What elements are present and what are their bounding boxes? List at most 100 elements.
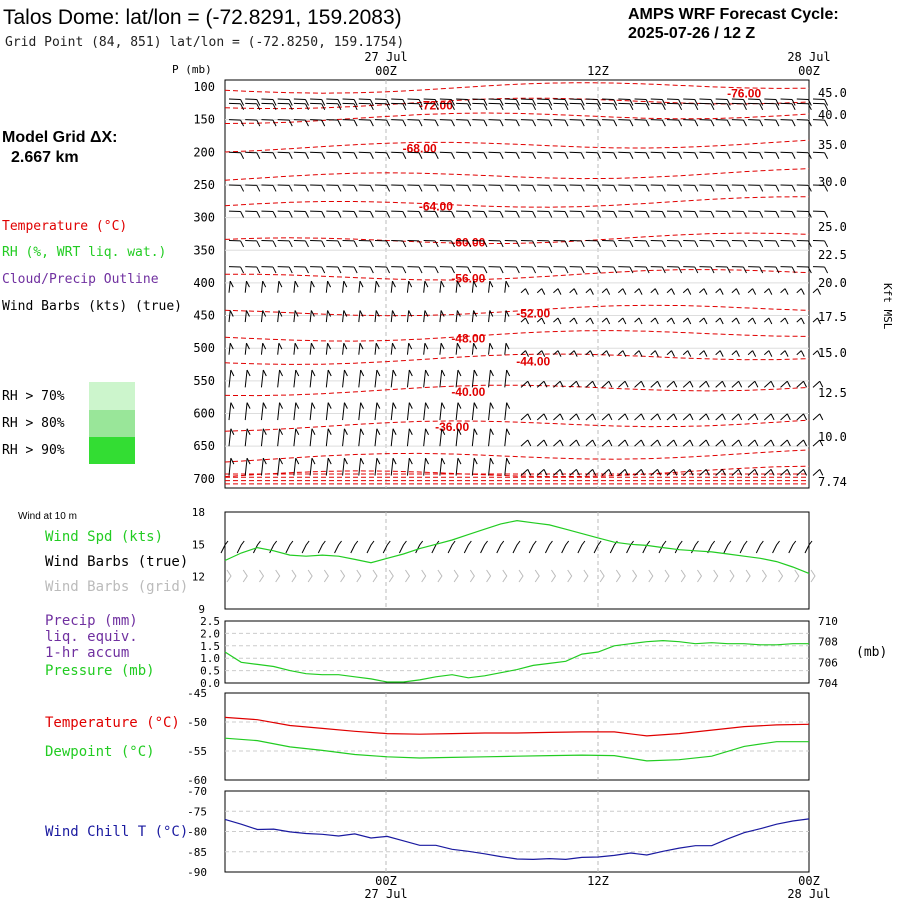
- wind-barb: [244, 402, 248, 421]
- temperature-contour-label: -48.00: [451, 331, 485, 345]
- wind-barb-flag: [256, 152, 261, 159]
- legend-wind-spd: Wind Spd (kts): [45, 529, 163, 545]
- wind-barb-flag: [735, 350, 740, 357]
- wind-barb-flag: [548, 211, 553, 218]
- wind-barb-true: [236, 540, 245, 554]
- wind-barb-flag: [784, 288, 789, 295]
- wind-barb-flag: [557, 350, 562, 357]
- wind-barb-flag: [311, 369, 316, 377]
- wind-barb: [699, 413, 707, 421]
- wind-barb-flag: [359, 280, 364, 288]
- wind-barb-flag: [673, 439, 678, 447]
- wind-barb-grid: [697, 569, 703, 583]
- wind-barb-flag: [548, 152, 553, 159]
- wind-barb: [504, 310, 507, 323]
- wind-barb: [699, 288, 705, 294]
- wind-barb-flag: [726, 211, 731, 218]
- wind-barb: [325, 281, 329, 293]
- wind-barb: [634, 380, 642, 388]
- wind-barb-flag: [483, 185, 488, 192]
- precip-tick-label: 0.0: [200, 677, 220, 690]
- wind-barb-flag: [710, 103, 715, 111]
- wind-barb: [325, 458, 329, 476]
- wind-barb-flag: [673, 469, 678, 476]
- wind-barb-flag: [824, 119, 829, 127]
- wind-barb-flag: [327, 342, 332, 350]
- wind-barb: [244, 369, 248, 388]
- wind-barb: [617, 413, 626, 421]
- wind-barb-flag: [402, 152, 407, 159]
- wind-barb-flag: [661, 266, 666, 274]
- wind-barb: [244, 343, 247, 355]
- wind-barb: [488, 428, 491, 447]
- wind-barb-flag: [505, 280, 510, 288]
- profile-right-axis-label: Kft MSL: [881, 283, 894, 330]
- wind-barb-flag: [543, 413, 548, 421]
- wind-barb-flag: [305, 240, 309, 248]
- wind-barb-flag: [499, 185, 504, 192]
- wind-barb-flag: [456, 342, 461, 350]
- wind-barb-flag: [775, 152, 780, 159]
- wind-barb-flag: [661, 103, 666, 111]
- wind-barb-true: [252, 540, 261, 554]
- wind-barb-flag: [671, 288, 675, 295]
- wind-barb: [601, 350, 607, 356]
- legend-rh: RH (%, WRT liq. wat.): [2, 245, 166, 260]
- wind-barb-flag: [694, 266, 699, 274]
- wind-barb: [504, 343, 507, 355]
- wind-barb-flag: [559, 439, 564, 447]
- wind-barb-flag: [678, 211, 683, 218]
- wind-barb-flag: [775, 211, 780, 218]
- windchill-tick-label: -75: [187, 805, 207, 818]
- wind-barb: [763, 317, 770, 323]
- wind-barb-flag: [673, 381, 678, 388]
- wind-barb-flag: [305, 211, 309, 218]
- temperature-contour-label: -76.00: [727, 87, 761, 101]
- wind-barb-flag: [392, 342, 396, 350]
- wind-barb-flag: [548, 103, 553, 111]
- wind-barb: [309, 343, 312, 355]
- wind-barb-flag: [467, 103, 472, 111]
- wind-barb-flag: [580, 152, 585, 159]
- wind-barb: [747, 439, 756, 447]
- height-tick-label: 20.0: [818, 276, 847, 290]
- legend-dewpoint: Dewpoint (°C): [45, 744, 155, 760]
- bottom-hour-1: 00Z: [375, 874, 397, 888]
- wind-barb: [666, 413, 675, 421]
- wind-barb: [374, 402, 378, 421]
- wind-barb-true: [398, 540, 407, 554]
- wind-barb-flag: [759, 103, 764, 111]
- wind-barb-flag: [256, 211, 261, 218]
- wind-barb-flag: [246, 402, 251, 409]
- wind-barb-flag: [807, 103, 812, 111]
- wind-barb-flag: [597, 240, 601, 248]
- wind-barb-flag: [824, 99, 829, 106]
- wind-barb-flag: [726, 99, 731, 106]
- wind-barb-flag: [483, 152, 488, 159]
- wind-barb-flag: [726, 266, 731, 274]
- wind-barb-grid: [372, 569, 378, 583]
- wind-barb-flag: [499, 266, 504, 274]
- wind-barb-flag: [343, 369, 348, 377]
- wind-barb-flag: [657, 413, 661, 421]
- wind-barb-flag: [743, 103, 747, 111]
- wind-barb-flag: [770, 381, 775, 388]
- wind-barb-flag: [295, 457, 300, 465]
- wind-tick-label: 9: [198, 603, 205, 616]
- wind-barb-flag: [786, 413, 791, 421]
- wind-barb-flag: [721, 381, 726, 388]
- wind-barb-flag: [791, 240, 796, 248]
- legend-rh70-swatch: [89, 382, 135, 410]
- wind-barb-flag: [353, 266, 358, 274]
- wind-barb: [763, 439, 772, 447]
- wind-barb-flag: [622, 288, 627, 295]
- top-date-1: 27 Jul: [364, 50, 407, 64]
- wind-barb-true: [334, 540, 342, 554]
- wind-barb: [536, 439, 545, 447]
- wind-barb-flag: [418, 185, 423, 192]
- wind-barb-flag: [532, 152, 537, 159]
- wind-barb: [406, 369, 410, 388]
- wind-barb-flag: [327, 369, 332, 377]
- wind-barb-flag: [791, 103, 796, 111]
